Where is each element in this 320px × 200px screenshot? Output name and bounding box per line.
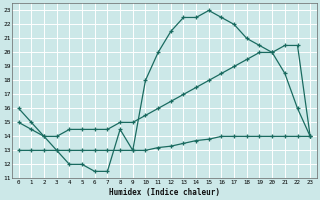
X-axis label: Humidex (Indice chaleur): Humidex (Indice chaleur) — [109, 188, 220, 197]
